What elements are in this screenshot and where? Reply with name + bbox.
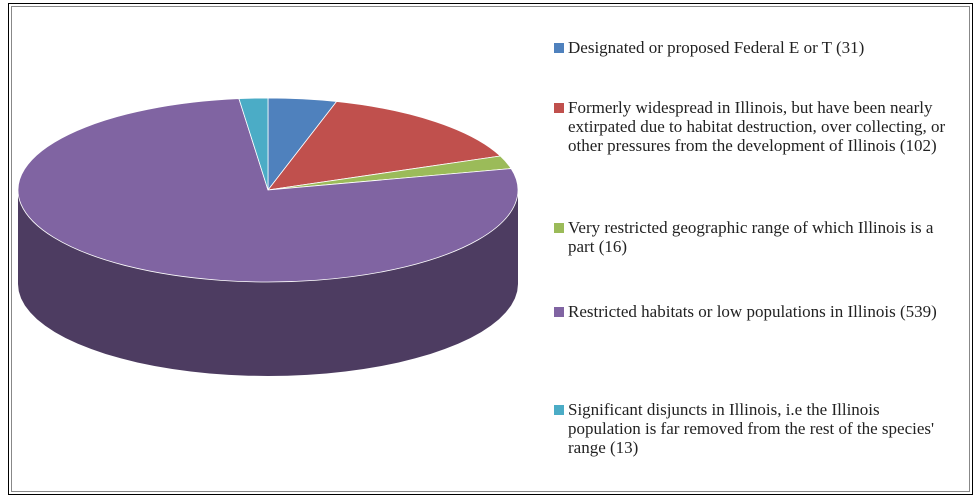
legend-value: (539) bbox=[899, 302, 937, 321]
legend-label: Designated or proposed Federal E or T bbox=[568, 38, 832, 57]
legend-item: Very restricted geographic range of whic… bbox=[554, 218, 954, 256]
pie-side bbox=[18, 190, 518, 376]
legend-swatch bbox=[554, 405, 564, 415]
legend-value: (102) bbox=[899, 136, 937, 155]
outer-frame bbox=[8, 3, 973, 495]
legend-value: (16) bbox=[598, 237, 628, 256]
legend-item: Formerly widespread in Illinois, but hav… bbox=[554, 98, 954, 155]
pie-slice bbox=[17, 98, 519, 283]
legend-swatch bbox=[554, 223, 564, 233]
legend-swatch bbox=[554, 307, 564, 317]
legend-item: Restricted habitats or low populations i… bbox=[554, 302, 954, 321]
legend-label: Significant disjuncts in Illinois, i.e t… bbox=[568, 400, 935, 457]
pie-slice bbox=[238, 97, 269, 191]
legend-value: (13) bbox=[610, 438, 639, 457]
inner-frame bbox=[11, 6, 970, 492]
legend-swatch bbox=[554, 43, 564, 53]
legend-label: Restricted habitats or low populations i… bbox=[568, 302, 896, 321]
legend-item: Significant disjuncts in Illinois, i.e t… bbox=[554, 400, 954, 457]
legend-swatch bbox=[554, 103, 564, 113]
legend-label: Very restricted geographic range of whic… bbox=[568, 218, 934, 256]
legend-item: Designated or proposed Federal E or T (3… bbox=[554, 38, 954, 57]
pie-slice bbox=[267, 101, 502, 191]
legend-value: (31) bbox=[836, 38, 865, 57]
legend-label: Formerly widespread in Illinois, but hav… bbox=[568, 98, 946, 155]
